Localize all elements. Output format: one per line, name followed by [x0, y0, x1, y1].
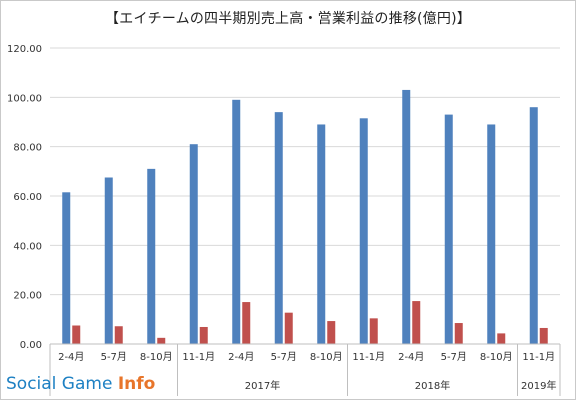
- bar-series-2: [497, 333, 506, 344]
- x-tick-label: 2-4月: [58, 351, 84, 363]
- bar-series-2: [539, 327, 548, 344]
- x-tick-label: 11-1月: [182, 351, 215, 363]
- bar-series-1: [147, 168, 156, 344]
- bar-series-2: [369, 318, 378, 344]
- bar-series-1: [529, 107, 538, 344]
- x-tick-label: 8-10月: [140, 351, 173, 363]
- year-label: 2018年: [415, 379, 450, 392]
- year-label: 2017年: [245, 379, 280, 392]
- bar-series-2: [242, 302, 251, 344]
- x-tick-label: 2-4月: [228, 351, 254, 363]
- bar-series-2: [114, 326, 123, 344]
- x-tick-label: 5-7月: [101, 351, 127, 363]
- watermark-text-2: Info: [117, 374, 156, 394]
- x-tick-label: 8-10月: [310, 351, 343, 363]
- y-tick-label: 0.00: [20, 340, 42, 351]
- bar-series-1: [62, 192, 71, 344]
- chart-title: 【エイチームの四半期別売上高・営業利益の推移(億円)】: [105, 11, 471, 27]
- bar-series-2: [327, 321, 336, 344]
- y-tick-label: 40.00: [13, 241, 42, 252]
- bar-series-1: [274, 112, 283, 344]
- x-tick-label: 11-1月: [522, 351, 555, 363]
- x-tick-label: 8-10月: [480, 351, 513, 363]
- bar-series-2: [412, 301, 421, 344]
- year-label: 2019年: [521, 379, 556, 392]
- x-tick-label: 11-1月: [352, 351, 385, 363]
- bar-series-2: [284, 312, 293, 344]
- bar-series-1: [189, 144, 198, 344]
- x-tick-label: 5-7月: [441, 351, 467, 363]
- bar-series-1: [232, 99, 241, 344]
- y-tick-label: 60.00: [13, 192, 42, 203]
- bar-series-1: [104, 177, 113, 344]
- y-tick-label: 100.00: [7, 93, 42, 104]
- bar-series-1: [402, 89, 411, 344]
- y-tick-label: 120.00: [7, 44, 42, 55]
- bar-series-1: [317, 124, 326, 344]
- y-tick-label: 20.00: [13, 291, 42, 302]
- bar-series-2: [454, 323, 463, 344]
- x-tick-label: 2-4月: [398, 351, 424, 363]
- bar-series-1: [487, 124, 496, 344]
- bar-series-2: [72, 325, 81, 344]
- bar-series-2: [157, 337, 166, 344]
- watermark-text-1: Social Game: [6, 374, 118, 394]
- bar-series-1: [359, 118, 368, 344]
- x-tick-label: 5-7月: [271, 351, 297, 363]
- bar-series-1: [444, 114, 453, 344]
- bar-series-2: [199, 326, 208, 344]
- y-tick-label: 80.00: [13, 143, 42, 154]
- watermark-logo: Social Game Info: [6, 374, 155, 394]
